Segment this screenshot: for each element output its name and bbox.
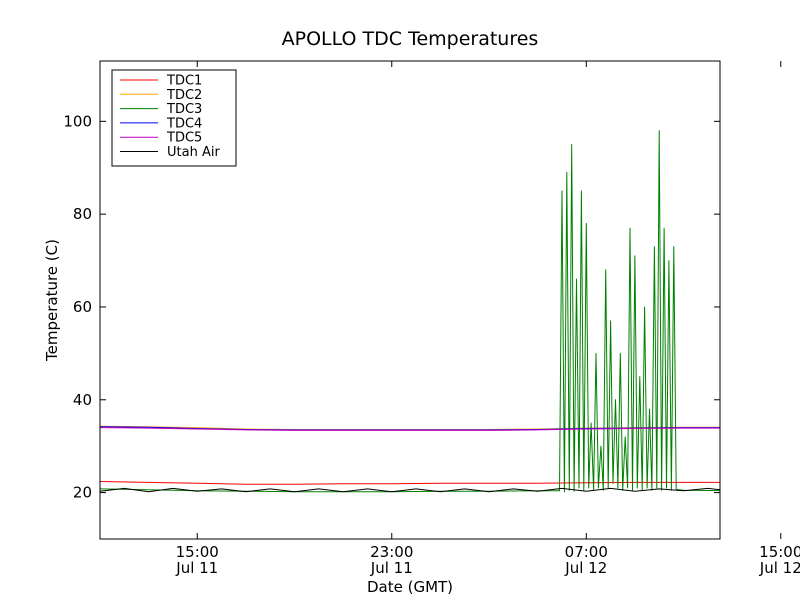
y-tick-label: 100 [63, 112, 92, 130]
series-line-tdc1 [100, 481, 720, 485]
x-tick-date-label: Jul 12 [759, 559, 800, 577]
series-line-utah-air [100, 487, 720, 493]
legend-label-tdc2: TDC2 [166, 88, 202, 103]
x-tick-time-label: 23:00 [370, 543, 413, 561]
y-tick-label: 60 [73, 298, 92, 316]
legend-label-tdc3: TDC3 [166, 102, 202, 117]
x-tick-time-label: 15:00 [176, 543, 219, 561]
legend-label-tdc5: TDC5 [166, 131, 202, 146]
legend-label-utah-air: Utah Air [167, 145, 220, 160]
legend-box [111, 69, 237, 167]
y-tick-label: 40 [73, 391, 92, 409]
plot-frame [99, 60, 721, 540]
y-axis-label: Temperature (C) [43, 239, 61, 362]
x-tick-date-label: Jul 12 [564, 559, 607, 577]
series-group [100, 130, 720, 493]
chart-title: APOLLO TDC Temperatures [282, 28, 539, 50]
x-tick-time-label: 07:00 [565, 543, 608, 561]
x-tick-date-label: Jul 11 [370, 559, 413, 577]
legend-label-tdc1: TDC1 [166, 74, 202, 89]
x-axis-label: Date (GMT) [367, 578, 453, 596]
series-line-tdc3 [100, 130, 720, 493]
y-tick-label: 80 [73, 205, 92, 223]
legend-label-tdc4: TDC4 [166, 116, 202, 131]
x-tick-date-label: Jul 11 [175, 559, 218, 577]
series-line-tdc5 [100, 427, 720, 431]
x-tick-time-label: 15:00 [759, 543, 800, 561]
y-tick-label: 20 [73, 484, 92, 502]
